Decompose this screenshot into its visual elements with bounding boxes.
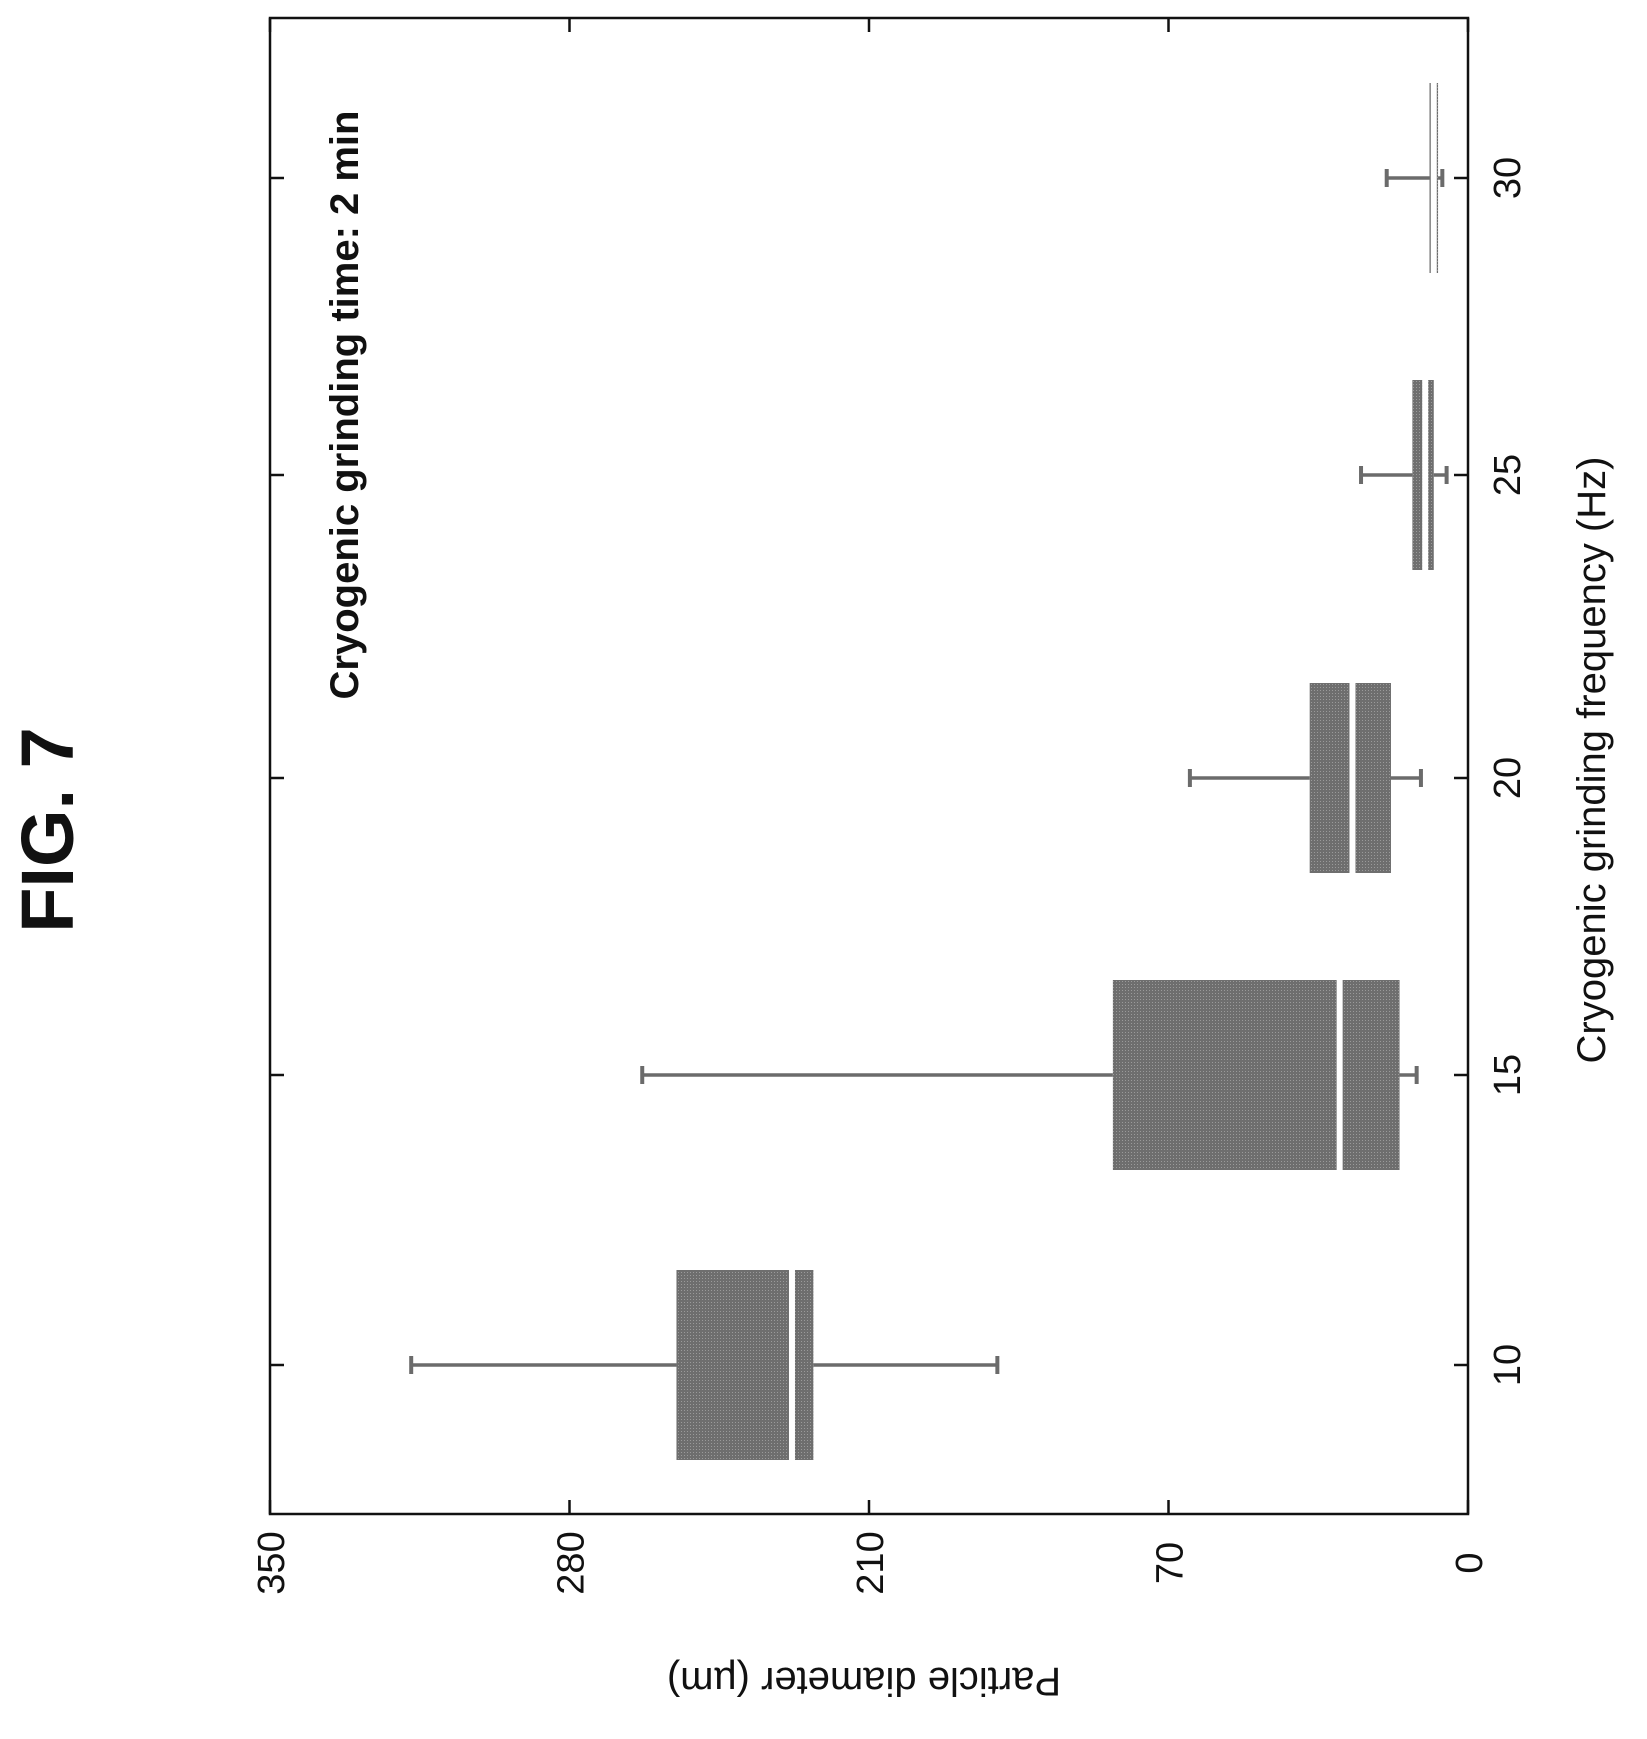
box-series (409, 83, 1449, 1460)
figure-label: FIG. 7 (6, 727, 89, 933)
box-20 (1187, 683, 1423, 873)
y-tick-label: 350 (251, 1531, 293, 1594)
y-tick-label: 0 (1449, 1552, 1491, 1573)
box-body (1112, 980, 1400, 1170)
x-tick-label: 15 (1487, 1054, 1529, 1096)
annotation-text: Cryogenic grinding time: 2 min (323, 111, 367, 700)
x-tick-label: 30 (1487, 157, 1529, 199)
y-axis-ticks: 0 70 210 280 350 (251, 18, 1491, 1595)
box-25 (1359, 380, 1449, 570)
x-axis-label: Cryogenic grinding frequency (Hz) (1570, 457, 1614, 1064)
box-15 (640, 980, 1419, 1170)
x-tick-label: 10 (1487, 1344, 1529, 1386)
y-axis-label: Particle diameter (µm) (667, 1659, 1061, 1703)
y-tick-label: 280 (551, 1531, 593, 1594)
box-10 (409, 1270, 1000, 1460)
box-30 (1384, 83, 1445, 273)
x-tick-label: 25 (1487, 454, 1529, 496)
y-tick-label: 70 (1150, 1542, 1192, 1584)
y-tick-label: 210 (850, 1531, 892, 1594)
x-tick-label: 20 (1487, 757, 1529, 799)
x-axis-ticks: 10 15 20 25 30 (270, 157, 1529, 1386)
plot-frame (268, 16, 1470, 1516)
